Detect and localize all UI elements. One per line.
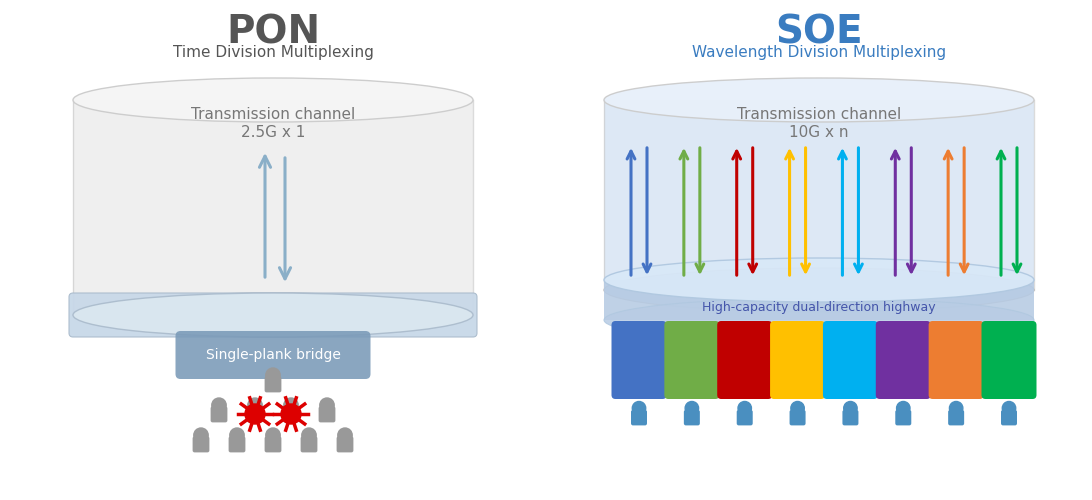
FancyBboxPatch shape (300, 436, 318, 452)
Circle shape (738, 402, 751, 415)
Circle shape (685, 402, 699, 415)
FancyBboxPatch shape (176, 331, 370, 379)
FancyBboxPatch shape (823, 321, 878, 399)
Text: Time Division Multiplexing: Time Division Multiplexing (173, 45, 373, 60)
FancyBboxPatch shape (319, 406, 335, 422)
Circle shape (281, 404, 301, 424)
FancyBboxPatch shape (264, 376, 282, 392)
FancyBboxPatch shape (283, 406, 299, 422)
FancyBboxPatch shape (928, 321, 984, 399)
FancyBboxPatch shape (876, 321, 930, 399)
Text: Wavelength Division Multiplexing: Wavelength Division Multiplexing (692, 45, 946, 60)
Text: SOE: SOE (775, 13, 863, 51)
FancyBboxPatch shape (192, 436, 210, 452)
FancyBboxPatch shape (69, 293, 477, 337)
Bar (604, 280, 1034, 320)
FancyBboxPatch shape (948, 410, 964, 426)
Circle shape (301, 428, 317, 442)
Circle shape (193, 428, 209, 442)
Circle shape (949, 402, 963, 415)
Circle shape (337, 428, 353, 442)
Circle shape (265, 368, 281, 382)
Text: 10G x n: 10G x n (790, 125, 848, 140)
FancyBboxPatch shape (247, 406, 263, 422)
Bar (604, 100, 1034, 290)
Circle shape (248, 398, 262, 412)
Circle shape (212, 398, 226, 412)
FancyBboxPatch shape (664, 321, 720, 399)
FancyBboxPatch shape (336, 436, 354, 452)
Ellipse shape (73, 293, 473, 337)
Circle shape (320, 398, 334, 412)
Circle shape (897, 402, 910, 415)
Circle shape (245, 404, 265, 424)
Text: High-capacity dual-direction highway: High-capacity dual-direction highway (702, 302, 936, 314)
FancyBboxPatch shape (1001, 410, 1017, 426)
FancyBboxPatch shape (211, 406, 227, 422)
Ellipse shape (604, 298, 1034, 342)
Ellipse shape (604, 78, 1034, 122)
Text: 2.5G x 1: 2.5G x 1 (241, 125, 305, 140)
Bar (73, 100, 473, 315)
FancyBboxPatch shape (737, 410, 752, 426)
Circle shape (844, 402, 857, 415)
FancyBboxPatch shape (631, 410, 646, 426)
FancyBboxPatch shape (684, 410, 700, 426)
FancyBboxPatch shape (770, 321, 826, 399)
Text: Transmission channel: Transmission channel (737, 107, 901, 122)
Text: Single-plank bridge: Single-plank bridge (205, 348, 341, 362)
Circle shape (265, 428, 281, 442)
Ellipse shape (604, 268, 1034, 312)
Circle shape (632, 402, 645, 415)
FancyBboxPatch shape (790, 410, 806, 426)
FancyBboxPatch shape (895, 410, 912, 426)
Ellipse shape (604, 258, 1034, 302)
FancyBboxPatch shape (842, 410, 858, 426)
FancyBboxPatch shape (264, 436, 282, 452)
FancyBboxPatch shape (717, 321, 772, 399)
FancyBboxPatch shape (612, 321, 666, 399)
Ellipse shape (73, 78, 473, 122)
Circle shape (284, 398, 298, 412)
Circle shape (229, 428, 245, 442)
Text: PON: PON (226, 13, 320, 51)
FancyBboxPatch shape (228, 436, 246, 452)
Text: Transmission channel: Transmission channel (191, 107, 355, 122)
Ellipse shape (73, 293, 473, 337)
Circle shape (791, 402, 805, 415)
FancyBboxPatch shape (982, 321, 1036, 399)
Circle shape (1002, 402, 1016, 415)
